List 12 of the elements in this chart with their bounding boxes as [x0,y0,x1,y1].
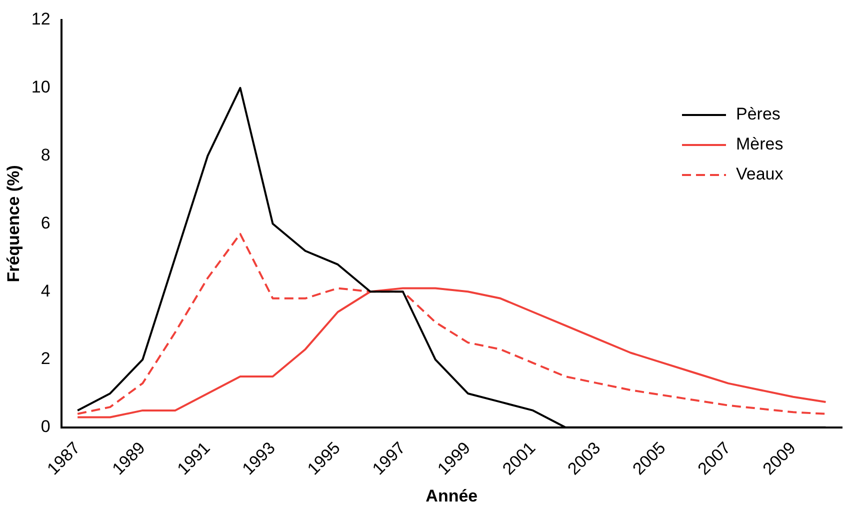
y-tick-label: 6 [40,213,50,232]
legend-label: Pères [736,104,780,124]
y-tick-label: 10 [31,78,50,97]
y-tick-label: 8 [40,146,50,164]
x-axis-title: Année [426,486,478,506]
legend-label: Veaux [736,164,784,184]
y-axis-title: Fréquence (%) [4,165,23,282]
y-tick-label: 2 [40,349,50,368]
legend-label: Mères [736,134,784,154]
y-tick-label: 4 [40,281,50,300]
y-tick-label: 12 [31,10,50,29]
y-tick-label: 0 [40,417,50,436]
